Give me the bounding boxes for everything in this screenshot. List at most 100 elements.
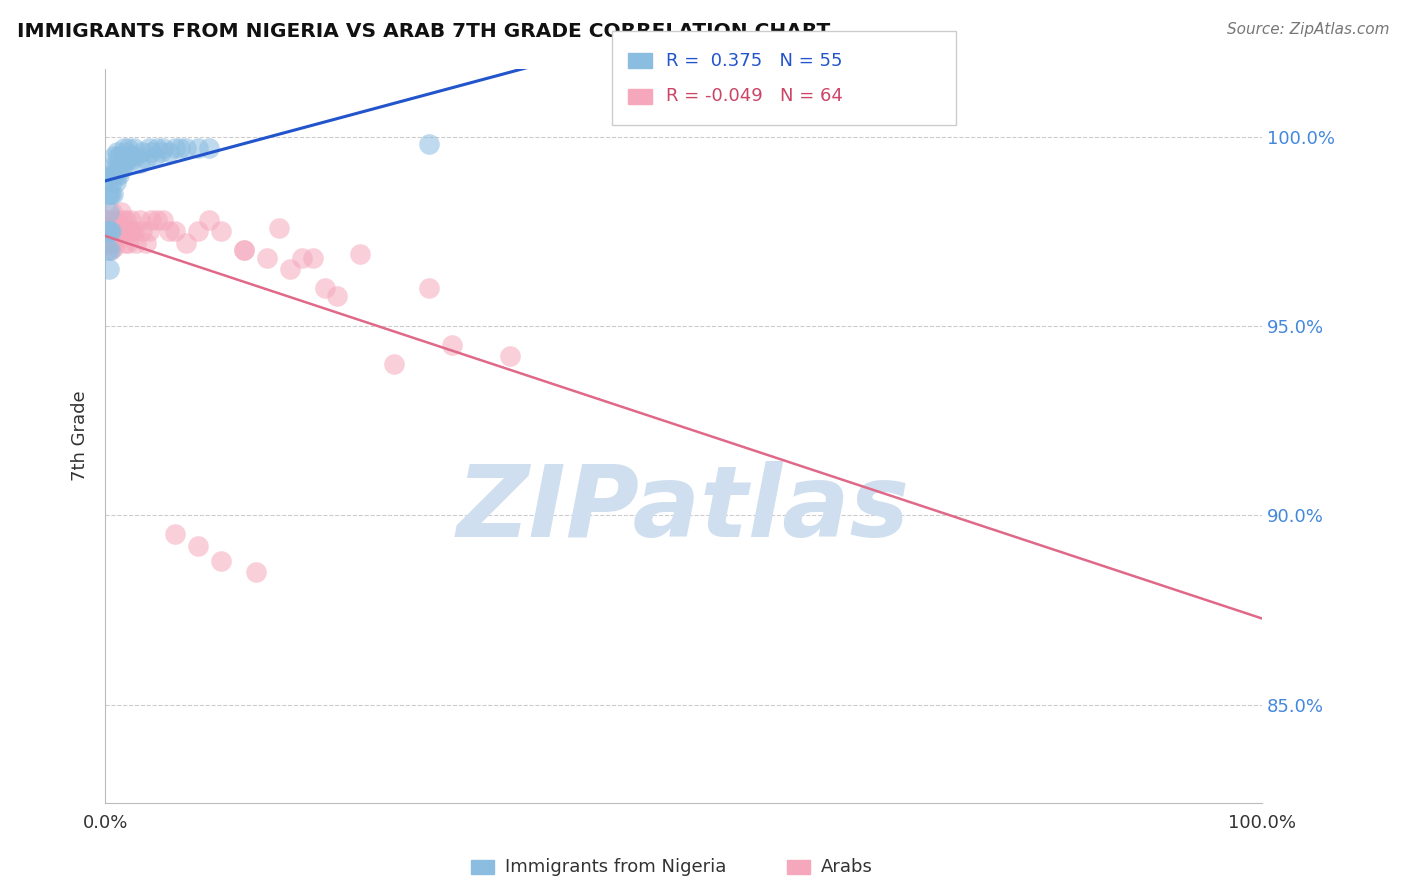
Point — [97, 205, 120, 219]
Text: ZIPatlas: ZIPatlas — [457, 461, 910, 558]
Point — [117, 235, 139, 250]
Point — [108, 160, 131, 174]
Point — [111, 224, 134, 238]
Point — [120, 148, 142, 162]
Point — [198, 213, 221, 227]
Point — [103, 235, 125, 250]
Point — [157, 145, 180, 159]
Point — [125, 235, 148, 250]
Point — [105, 228, 128, 243]
Y-axis label: 7th Grade: 7th Grade — [72, 391, 89, 481]
Point — [104, 160, 127, 174]
Point — [97, 224, 120, 238]
Point — [314, 281, 336, 295]
Point — [105, 145, 128, 159]
Point — [103, 148, 125, 162]
Point — [108, 232, 131, 246]
Point — [174, 141, 197, 155]
Point — [98, 186, 121, 201]
Point — [112, 224, 135, 238]
Point — [111, 160, 134, 174]
Point — [100, 168, 122, 182]
Point — [98, 244, 121, 258]
Point — [107, 220, 129, 235]
Point — [129, 213, 152, 227]
Point — [187, 224, 209, 238]
Point — [103, 168, 125, 182]
Point — [198, 141, 221, 155]
Point — [141, 145, 163, 159]
Point — [100, 224, 122, 238]
Point — [209, 554, 232, 568]
Point — [325, 289, 347, 303]
Point — [418, 281, 440, 295]
Point — [110, 148, 132, 162]
Point — [122, 141, 145, 155]
Point — [146, 213, 169, 227]
Point — [103, 220, 125, 235]
Point — [163, 527, 186, 541]
Point — [96, 186, 118, 201]
Point — [146, 141, 169, 155]
Point — [278, 262, 301, 277]
Point — [97, 262, 120, 277]
Point — [104, 224, 127, 238]
Point — [107, 148, 129, 162]
Text: Immigrants from Nigeria: Immigrants from Nigeria — [505, 858, 725, 876]
Point — [101, 175, 124, 189]
Point — [135, 235, 157, 250]
Point — [245, 566, 267, 580]
Point — [112, 141, 135, 155]
Point — [110, 205, 132, 219]
Point — [105, 168, 128, 182]
Point — [349, 247, 371, 261]
Point — [114, 156, 136, 170]
Point — [131, 145, 153, 159]
Point — [96, 220, 118, 235]
Point — [110, 217, 132, 231]
Point — [138, 141, 160, 155]
Point — [101, 224, 124, 238]
Point — [121, 153, 143, 167]
Point — [108, 168, 131, 182]
Point — [302, 251, 325, 265]
Point — [163, 141, 186, 155]
Point — [96, 213, 118, 227]
Point — [169, 141, 191, 155]
Point — [96, 224, 118, 238]
Point — [174, 235, 197, 250]
Text: Arabs: Arabs — [821, 858, 873, 876]
Point — [141, 213, 163, 227]
Point — [233, 244, 256, 258]
Point — [138, 224, 160, 238]
Point — [103, 168, 125, 182]
Text: R = -0.049   N = 64: R = -0.049 N = 64 — [666, 87, 844, 105]
Point — [121, 224, 143, 238]
Point — [135, 153, 157, 167]
Point — [233, 244, 256, 258]
Point — [115, 153, 138, 167]
Point — [104, 175, 127, 189]
Point — [209, 224, 232, 238]
Point — [98, 213, 121, 227]
Point — [267, 220, 290, 235]
Point — [114, 235, 136, 250]
Point — [98, 224, 121, 238]
Point — [100, 186, 122, 201]
Point — [111, 213, 134, 227]
Point — [115, 145, 138, 159]
Point — [131, 224, 153, 238]
Point — [384, 357, 406, 371]
Point — [157, 224, 180, 238]
Point — [122, 224, 145, 238]
Point — [97, 224, 120, 238]
Point — [103, 239, 125, 253]
Point — [100, 224, 122, 238]
Point — [120, 213, 142, 227]
Point — [105, 213, 128, 227]
Point — [152, 141, 174, 155]
Point — [115, 213, 138, 227]
Point — [111, 148, 134, 162]
Point — [97, 235, 120, 250]
Point — [441, 338, 464, 352]
